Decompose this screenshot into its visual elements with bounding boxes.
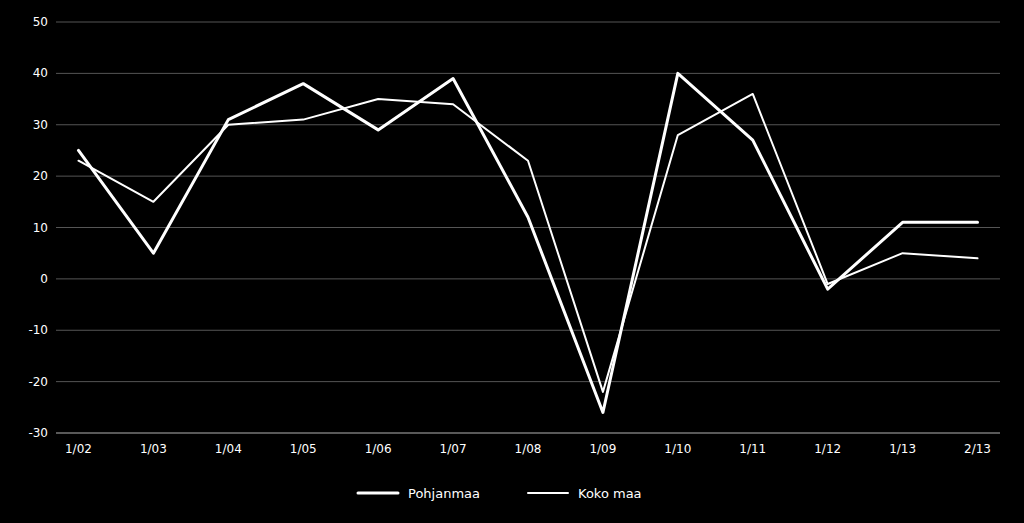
x-axis-line: [56, 433, 1000, 434]
grid-line: [56, 381, 1000, 382]
x-tick-label: 1/08: [515, 442, 542, 456]
grid-line: [56, 22, 1000, 23]
x-tick-label: 1/04: [215, 442, 242, 456]
y-tick-label: 10: [33, 221, 48, 235]
y-tick-label: -20: [28, 375, 48, 389]
plot-area: [78, 73, 977, 412]
y-tick-label: 20: [33, 169, 48, 183]
x-tick-label: 1/02: [65, 442, 92, 456]
legend-label: Pohjanmaa: [408, 486, 480, 501]
grid-line: [56, 278, 1000, 279]
y-tick-label: 0: [40, 272, 48, 286]
x-tick-label: 1/13: [889, 442, 916, 456]
x-tick-label: 1/11: [739, 442, 766, 456]
x-tick-label: 2/13: [964, 442, 991, 456]
x-tick-label: 1/12: [814, 442, 841, 456]
series-line: [78, 94, 977, 392]
legend-swatch: [358, 492, 398, 495]
x-tick-label: 1/05: [290, 442, 317, 456]
x-tick-label: 1/09: [589, 442, 616, 456]
x-tick-label: 1/07: [440, 442, 467, 456]
chart-container: -30 -20 -10 0 10 20 30 40 50 1/02 1/03 1/04 1/05 1/06…: [0, 0, 1024, 523]
grid-line: [56, 73, 1000, 74]
grid-line: [56, 227, 1000, 228]
grid-line: [56, 124, 1000, 125]
x-tick-label: 1/10: [664, 442, 691, 456]
series-line: [78, 73, 977, 412]
legend-label: Koko maa: [578, 486, 642, 501]
x-tick-label: 1/03: [140, 442, 167, 456]
y-tick-label: 50: [33, 15, 48, 29]
x-tick-label: 1/06: [365, 442, 392, 456]
legend: Pohjanmaa Koko maa: [358, 486, 642, 501]
legend-swatch: [528, 492, 568, 494]
y-tick-label: 30: [33, 118, 48, 132]
x-axis: 1/02 1/03 1/04 1/05 1/06 1/07 1/08 1/09 1/10 1/11…: [65, 442, 991, 456]
y-tick-label: 40: [33, 66, 48, 80]
grid-line: [56, 330, 1000, 331]
y-tick-label: -30: [28, 426, 48, 440]
y-tick-label: -10: [28, 323, 48, 337]
y-axis: -30 -20 -10 0 10 20 30 40 50: [28, 15, 1000, 440]
background: [0, 0, 1024, 523]
grid-line: [56, 433, 1000, 434]
chart: -30 -20 -10 0 10 20 30 40 50 1/02 1/03 1/04 1/05 1/06…: [0, 0, 1024, 523]
